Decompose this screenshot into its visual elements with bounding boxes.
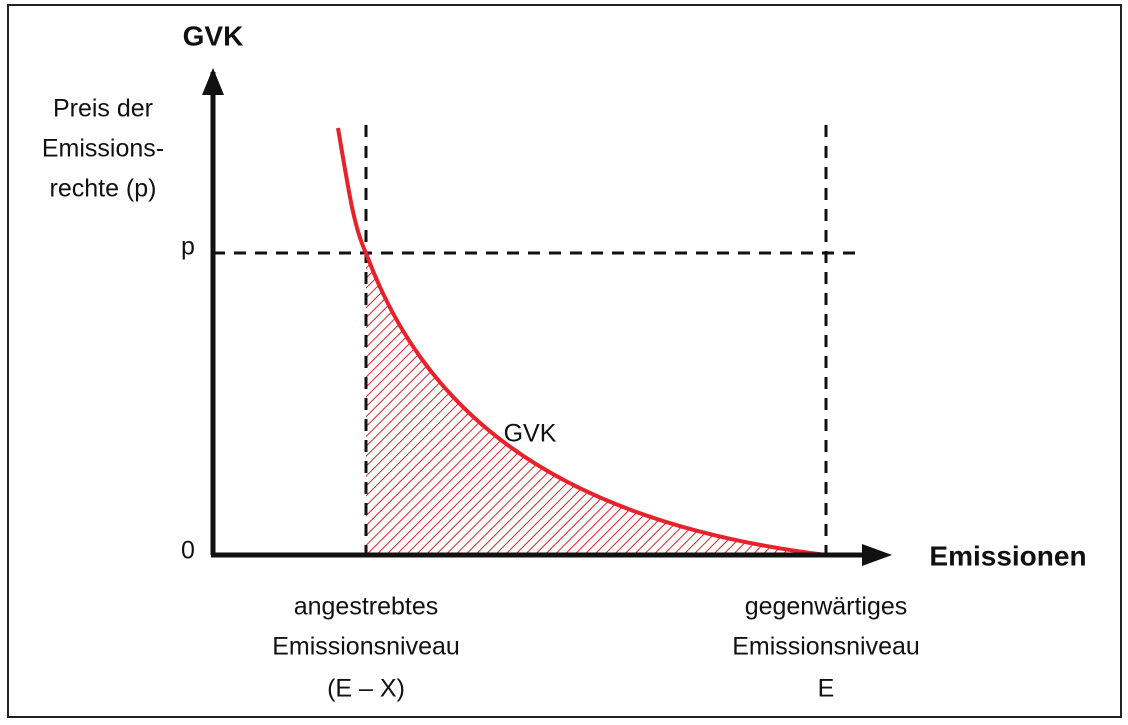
y-axis-label: rechte (p): [50, 175, 157, 203]
marker-label: E: [818, 675, 835, 703]
curve-label: GVK: [504, 420, 557, 448]
x-arrow: [862, 544, 892, 566]
marker-label: (E – X): [327, 675, 405, 703]
y-axis-label: Emissions-: [42, 135, 164, 163]
y-tick-label: p: [181, 233, 195, 261]
marker-label: Emissionsniveau: [272, 633, 460, 661]
hatched-area: [366, 253, 826, 555]
marker-label: angestrebtes: [294, 593, 439, 621]
frame: [7, 4, 1122, 718]
y-arrow: [202, 68, 224, 95]
y-axis-label: Preis der: [53, 95, 153, 123]
y-tick-label: 0: [181, 537, 195, 565]
curve: [336, 127, 827, 557]
marker-label: Emissionsniveau: [732, 633, 920, 661]
marker-label: gegenwärtiges: [745, 593, 908, 621]
x-axis-title: Emissionen: [929, 540, 1086, 571]
y-axis-title: GVK: [183, 20, 244, 51]
